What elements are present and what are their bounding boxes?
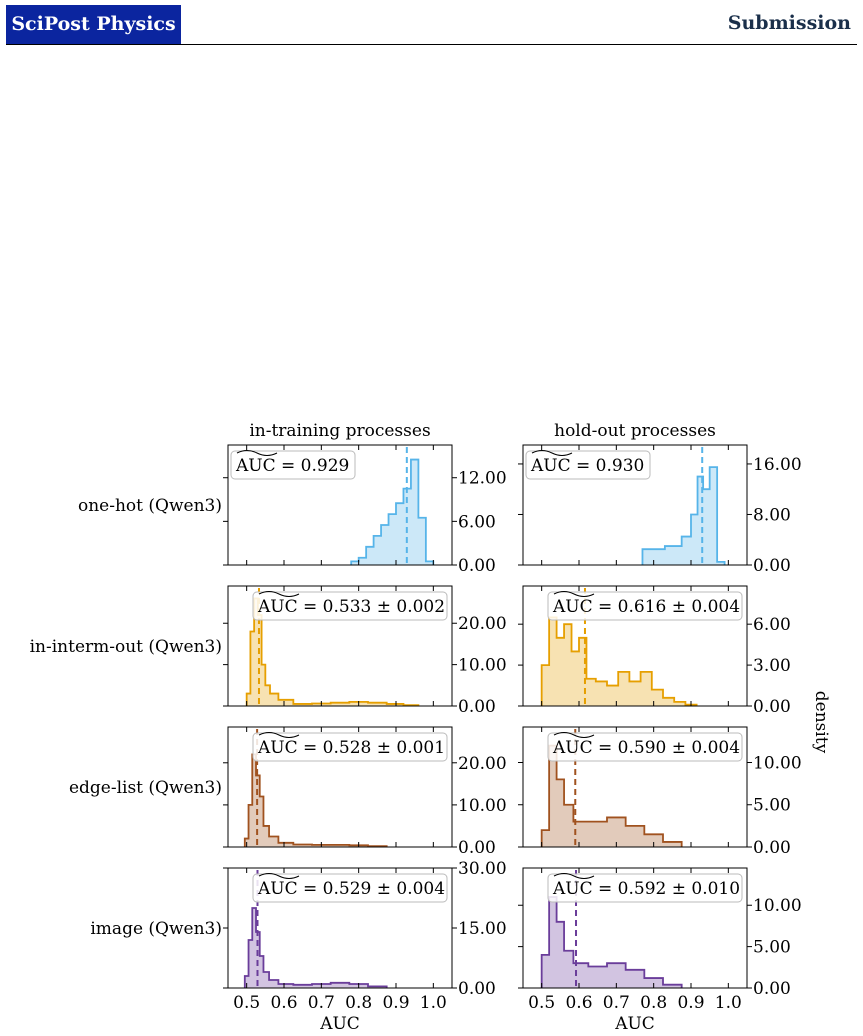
y-tick-label: 0.00 [458,979,496,999]
y-tick-label: 15.00 [458,919,507,939]
annotation-text: AUC = 0.592 ± 0.010 [552,879,740,899]
y-tick-label: 0.00 [458,697,496,717]
histogram-step [350,458,435,565]
y-tick-label: 0.00 [753,697,791,717]
annotation-box [525,450,651,480]
row-label: image (Qwen3) [90,919,222,939]
annotation-box [252,591,448,621]
tilde-mark [236,450,278,456]
x-tick-label: 1.0 [715,993,742,1013]
y-tick-label: 6.00 [458,512,496,532]
y-tick-label: 10.00 [458,796,507,816]
y-tick-label: 10.00 [753,753,802,773]
histogram-fill [642,467,725,565]
y-tick-label: 0.00 [753,556,791,576]
row-label: one-hot (Qwen3) [78,496,222,516]
histogram-fill [541,896,682,988]
annotation-text: AUC = 0.528 ± 0.001 [257,738,445,758]
annotation-text: AUC = 0.616 ± 0.004 [552,597,740,617]
tilde-mark [531,450,573,456]
column-title: in-training processes [249,421,430,441]
annotation-box [547,591,743,621]
tilde-mark [258,591,300,597]
y-axis-label: density [811,691,831,754]
tilde-mark [553,873,595,879]
histogram-fill [244,908,387,988]
histogram-fill [351,459,434,565]
annotation-text: AUC = 0.529 ± 0.004 [257,879,445,899]
annotation-box [252,732,448,762]
y-tick-label: 16.00 [753,455,802,475]
row-label: in-interm-out (Qwen3) [30,637,222,657]
y-tick-label: 0.00 [753,979,791,999]
histogram-step [540,616,698,706]
x-tick-label: 0.5 [528,993,555,1013]
y-tick-label: 12.00 [458,469,507,489]
y-tick-label: 10.00 [458,656,507,676]
panel-frame [522,585,748,707]
annotation-text: AUC = 0.930 [530,456,644,476]
tilde-mark [553,732,595,738]
panel-frame [227,726,453,848]
y-tick-label: 20.00 [458,754,507,774]
journal-logo: SciPost Physics [6,5,181,44]
x-tick-label: 0.6 [565,993,592,1013]
y-tick-label: 0.00 [753,838,791,858]
annotation-box [230,450,356,480]
x-tick-label: 0.7 [308,993,335,1013]
annotation-text: AUC = 0.590 ± 0.004 [552,738,740,758]
y-tick-label: 5.00 [753,796,791,816]
annotation-text: AUC = 0.533 ± 0.002 [257,597,445,617]
x-tick-label: 0.8 [640,993,667,1013]
x-tick-label: 0.8 [345,993,372,1013]
annotation-box [547,873,743,903]
y-tick-label: 8.00 [753,505,791,525]
x-axis-label: AUC [614,1014,655,1034]
annotation-box [252,873,448,903]
submission-label: Submission [727,12,851,34]
histogram-fill [246,598,419,706]
panel-frame [522,726,748,848]
histogram-fill [541,617,697,706]
tilde-mark [258,873,300,879]
row-label: edge-list (Qwen3) [69,778,222,798]
x-axis-label: AUC [319,1014,360,1034]
y-tick-label: 0.00 [458,556,496,576]
tilde-mark [258,732,300,738]
x-tick-label: 1.0 [420,993,447,1013]
panel-frame [227,444,453,566]
header-rule [6,44,857,45]
histogram-step [243,753,388,848]
x-tick-label: 0.7 [603,993,630,1013]
histogram-step [641,466,726,565]
x-tick-label: 0.9 [677,993,704,1013]
annotation-text: AUC = 0.929 [235,456,349,476]
y-tick-label: 5.00 [753,938,791,958]
y-tick-label: 10.00 [753,896,802,916]
x-tick-label: 0.9 [382,993,409,1013]
histogram-fill [244,754,387,847]
x-tick-label: 0.5 [233,993,260,1013]
histogram-step [243,907,388,988]
y-tick-label: 6.00 [753,615,791,635]
x-tick-label: 0.6 [270,993,297,1013]
tilde-mark [553,591,595,597]
annotation-box [547,732,743,762]
column-title: hold-out processes [554,421,716,441]
panel-frame [227,585,453,707]
panel-frame [522,444,748,566]
y-tick-label: 3.00 [753,656,791,676]
y-tick-label: 0.00 [458,838,496,858]
y-tick-label: 20.00 [458,614,507,634]
y-tick-label: 30.00 [458,859,507,879]
panel-frame [522,867,748,989]
